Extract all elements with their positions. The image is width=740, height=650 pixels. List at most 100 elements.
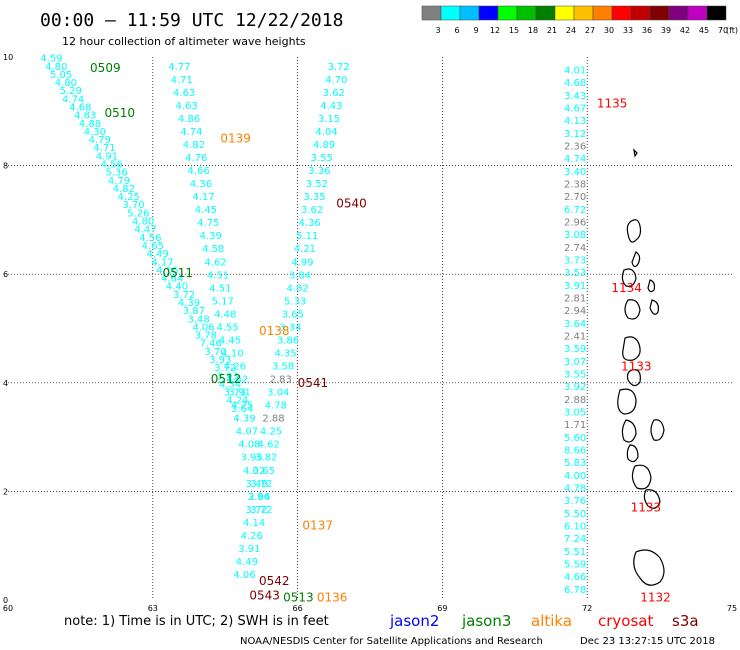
wave-height-point: 4.79: [89, 135, 111, 146]
wave-height-point: 3.72: [245, 505, 267, 516]
wave-height-point: 4.74: [180, 127, 202, 138]
wave-height-point: 3.73: [224, 388, 246, 399]
wave-height-point: 4.55: [216, 322, 238, 333]
wave-height-point: 3.93: [209, 355, 231, 366]
wave-height-point: 5.60: [564, 433, 586, 444]
wave-height-point: 5.33: [284, 296, 306, 307]
wave-height-point: 3.52: [306, 179, 328, 190]
wave-height-point: 2.81: [564, 294, 586, 305]
wave-height-point: 4.49: [146, 249, 168, 260]
legend-label: 18: [528, 26, 538, 35]
wave-height-point: 1.71: [564, 420, 586, 431]
wave-height-point: 3.70: [204, 347, 226, 358]
wave-height-point: 4.48: [214, 309, 236, 320]
legend-swatch: [668, 5, 689, 21]
wave-height-point: 3.34: [279, 322, 301, 333]
wave-height-point: 4.58: [202, 244, 224, 255]
legend-label: 15: [509, 26, 519, 35]
wave-height-point: 3.91: [564, 281, 586, 292]
wave-height-point: 4.68: [564, 78, 586, 89]
wave-height-point: 3.08: [564, 230, 586, 241]
wave-height-point: 4.62: [204, 257, 226, 268]
wave-height-point: 4.51: [207, 270, 229, 281]
pass-label: 1134: [611, 281, 642, 295]
legend-label: 70: [718, 26, 728, 35]
wave-height-point: 3.95: [241, 453, 263, 464]
legend-swatch: [478, 5, 499, 21]
wave-height-point: 4.17: [151, 257, 173, 268]
wave-height-point: 7.24: [564, 534, 586, 545]
wave-height-point: 3.58: [272, 362, 294, 373]
wave-height-point: 4.10: [221, 348, 243, 359]
wave-height-point: 4.02: [243, 466, 265, 477]
wave-height-point: 4.00: [564, 471, 586, 482]
wave-height-point: 3.05: [564, 408, 586, 419]
wave-height-point: 4.76: [185, 153, 207, 164]
wave-height-point: 3.96: [248, 492, 270, 503]
wave-height-tracks: 4.594.805.054.805.294.744.684.834.884.30…: [40, 54, 586, 597]
legend-label: (ft): [726, 26, 738, 35]
wave-height-point: 4.43: [320, 101, 342, 112]
wave-height-point: 4.16: [156, 265, 178, 276]
pass-label: 1132: [640, 590, 671, 604]
wave-height-point: 3.43: [564, 91, 586, 102]
chart-subtitle: 12 hour collection of altimeter wave hei…: [62, 35, 306, 48]
wave-height-point: 4.62: [226, 375, 248, 386]
wave-height-point: 4.34: [219, 379, 241, 390]
wave-height-point: 2.88: [262, 414, 284, 425]
wave-height-point: 4.07: [236, 427, 258, 438]
wave-height-point: 5.36: [105, 168, 127, 179]
wave-height-point: 5.26: [127, 208, 149, 219]
wave-height-point: 5.11: [296, 231, 318, 242]
wave-height-point: 4.40: [166, 282, 188, 293]
wave-height-point: 8.66: [564, 446, 586, 457]
pass-label: 0513: [283, 590, 314, 604]
wave-height-point: 4.08: [238, 440, 260, 451]
wave-height-point: 4.66: [564, 572, 586, 583]
wave-height-point: 4.79: [108, 176, 130, 187]
wave-height-point: 4.62: [258, 440, 280, 451]
coastline: [617, 148, 665, 586]
wave-height-point: 3.04: [267, 388, 289, 399]
legend-swatch: [535, 5, 556, 21]
satellite-legend-entry: s3a: [672, 612, 699, 630]
x-tick-label: 66: [293, 604, 303, 613]
pass-label: 0139: [220, 131, 251, 145]
wave-height-point: 4.56: [139, 233, 161, 244]
legend-label: 30: [604, 26, 614, 35]
legend-swatch: [649, 5, 670, 21]
pass-label: 0512: [211, 372, 242, 386]
axis-tick-labels: 60 63 66 69 72 75 0 2 4 6 8 10: [3, 53, 737, 613]
wave-height-point: 3.91: [238, 544, 260, 555]
wave-height-point: 4.83: [74, 111, 96, 122]
wave-height-point: 2.94: [564, 306, 586, 317]
y-tick-label: 2: [3, 487, 8, 496]
wave-height-point: 3.65: [282, 309, 304, 320]
wave-height-point: 3.35: [303, 192, 325, 203]
satellite-legend-entry: jason3: [461, 612, 511, 630]
footer-created: Dec 23 13:27:15 UTC 2018: [580, 636, 715, 647]
wave-height-point: 3.15: [318, 114, 340, 125]
wave-height-point: 3.87: [183, 306, 205, 317]
wave-height-point: 4.75: [197, 218, 219, 229]
x-tick-label: 63: [148, 604, 158, 613]
pass-label: 0541: [298, 376, 329, 390]
pass-label: 0542: [259, 574, 290, 588]
pass-label: 0509: [90, 61, 121, 75]
wave-height-point: 4.65: [142, 241, 164, 252]
pass-label: 0510: [105, 106, 136, 120]
wave-height-point: 3.36: [308, 166, 330, 177]
chart-title: 00:00 — 11:59 UTC 12/22/2018: [40, 10, 343, 31]
pass-label: 0540: [336, 197, 367, 211]
wave-height-point: 3.72: [173, 290, 195, 301]
wave-height-point: 3.84: [289, 270, 311, 281]
wave-height-point: 4.56: [101, 160, 123, 171]
pass-label: 1133: [631, 501, 662, 515]
satellite-legend-entry: cryosat: [598, 612, 653, 630]
legend-label: 9: [473, 26, 478, 35]
wave-height-point: 5.51: [564, 547, 586, 558]
wave-height-point: 4.30: [84, 127, 106, 138]
y-tick-label: 10: [3, 53, 13, 62]
legend-label: 42: [680, 26, 690, 35]
y-tick-label: 8: [3, 162, 8, 171]
